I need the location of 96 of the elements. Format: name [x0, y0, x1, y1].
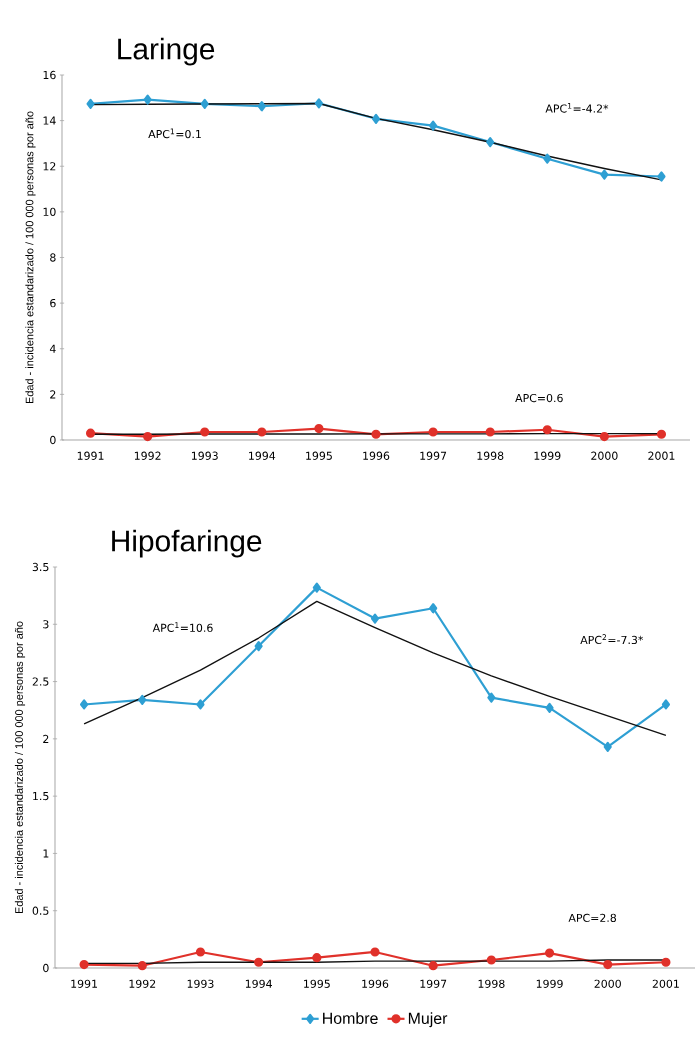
x-tick-label: 1991 [77, 451, 104, 460]
chart-title: Hipofaringe [112, 529, 262, 558]
x-tick-label: 1996 [362, 979, 389, 988]
point [137, 961, 147, 971]
x-tick-label: 2000 [594, 979, 621, 988]
point [195, 947, 206, 957]
y-tick-label: 10 [43, 207, 56, 217]
point [196, 699, 205, 710]
legend-label: Hombre [323, 1012, 378, 1024]
annotation: APC$^{1}$=-4.2* [545, 102, 609, 113]
point [429, 603, 438, 614]
y-tick-label: 3 [43, 620, 49, 629]
point [543, 153, 552, 164]
point [200, 98, 209, 110]
point [200, 427, 210, 437]
annotation: APC=2.8 [568, 913, 617, 923]
point [661, 957, 671, 967]
point [79, 959, 89, 970]
point [600, 169, 609, 180]
legend-label: Mujer [408, 1012, 448, 1028]
y-tick-label: 0 [43, 963, 49, 973]
x-tick-label: 1992 [134, 451, 161, 460]
x-tick-label: 1993 [187, 979, 214, 988]
point [86, 98, 95, 110]
point [312, 953, 322, 963]
x-tick-label: 1995 [304, 979, 330, 988]
point [370, 947, 380, 957]
point [314, 424, 324, 434]
point [314, 98, 323, 109]
x-tick-label: 1997 [420, 451, 447, 460]
point [143, 94, 152, 105]
y-tick-label: 2 [43, 734, 49, 743]
point [487, 692, 496, 703]
point [486, 136, 495, 148]
y-tick-label: 12 [43, 162, 56, 171]
x-tick-label: 1991 [71, 979, 98, 988]
x-tick-label: 1994 [245, 979, 272, 988]
point [138, 694, 147, 705]
annotation: APC$^{1}$=0.1 [148, 128, 201, 139]
y-axis-title: Edad - incidencia estandarizado / 100 000 personas por año [14, 621, 26, 914]
point [85, 428, 96, 438]
point [80, 699, 89, 710]
point [485, 427, 495, 437]
y-tick-label: 2 [50, 390, 56, 399]
point [661, 699, 671, 710]
x-tick-label: 1994 [249, 451, 276, 460]
point [603, 741, 612, 752]
point [143, 431, 153, 442]
point [603, 959, 613, 970]
x-tick-label: 1999 [536, 979, 563, 988]
y-tick-label: 4 [49, 344, 56, 353]
x-tick-label: 1998 [477, 451, 504, 460]
y-tick-label: 3.5 [32, 562, 49, 572]
point [428, 961, 438, 971]
y-tick-label: 0.5 [32, 906, 49, 915]
x-tick-label: 1992 [129, 979, 156, 988]
x-tick-label: 1998 [478, 979, 505, 988]
point [370, 613, 380, 624]
point [545, 702, 554, 713]
y-tick-label: 0 [50, 435, 56, 445]
y-tick-label: 1.5 [33, 792, 49, 801]
chart-title: Laringe [118, 37, 215, 66]
point [254, 640, 263, 652]
x-tick-label: 2001 [652, 979, 679, 988]
y-tick-label: 14 [43, 116, 56, 125]
line-series [83, 600, 667, 737]
x-tick-label: 1993 [191, 451, 218, 460]
point [257, 427, 267, 437]
point [371, 429, 381, 439]
point [257, 101, 266, 112]
point [657, 171, 666, 182]
point [542, 425, 552, 435]
y-tick-label: 16 [43, 70, 56, 80]
point [656, 429, 667, 439]
point [599, 431, 609, 442]
x-tick-label: 1999 [534, 451, 561, 460]
point [312, 582, 321, 593]
annotation: APC$^{1}$=10.6 [152, 622, 213, 632]
x-tick-label: 1995 [306, 451, 332, 460]
point [544, 948, 555, 958]
point [254, 957, 264, 967]
x-tick-label: 2001 [648, 451, 675, 460]
x-tick-label: 1996 [363, 451, 390, 460]
x-tick-label: 2000 [591, 451, 618, 460]
y-tick-label: 8 [50, 253, 56, 262]
annotation: APC$^{2}$=-7.3* [580, 634, 644, 645]
annotation: APC=0.6 [515, 393, 563, 403]
point [429, 120, 438, 131]
point [428, 427, 438, 437]
y-tick-label: 6 [50, 298, 56, 308]
y-tick-label: 2.5 [32, 677, 49, 686]
point [371, 113, 381, 124]
y-axis-title: Edad - incidencia estandarizado / 100 000 personas por año [25, 111, 36, 404]
x-tick-label: 1997 [420, 979, 447, 988]
y-tick-label: 1 [43, 849, 49, 858]
point [486, 955, 496, 965]
